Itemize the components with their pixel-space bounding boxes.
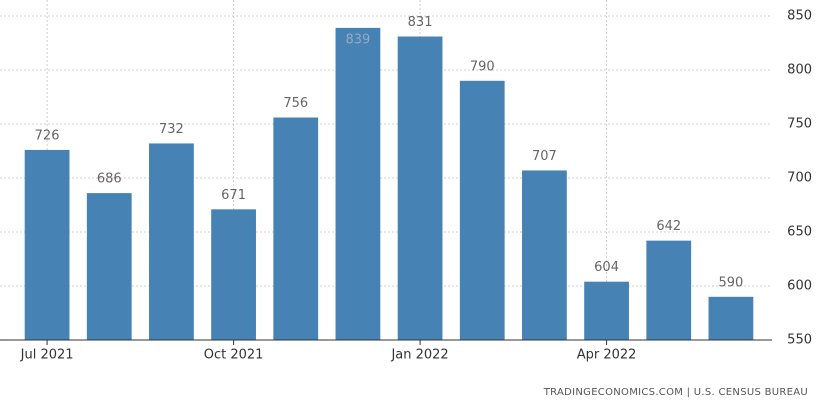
y-tick-label: 600 [787, 279, 812, 294]
bar [646, 240, 692, 340]
x-tick-label: Jan 2022 [390, 348, 448, 363]
x-tick-label: Jul 2021 [20, 348, 74, 363]
bar [273, 117, 319, 341]
y-tick-label: 700 [787, 171, 812, 186]
value-label: 671 [221, 188, 246, 203]
source: TRADINGECONOMICS.COM | U.S. CENSUS BUREA… [543, 387, 808, 398]
bar [708, 296, 754, 340]
bar [24, 149, 70, 340]
bar [584, 281, 629, 340]
y-tick-label: 650 [787, 225, 812, 240]
value-label: 732 [159, 122, 184, 137]
bar [397, 36, 443, 341]
value-label: 604 [594, 260, 619, 275]
value-label: 839 [346, 32, 371, 47]
value-label: 756 [283, 96, 308, 111]
value-label: 590 [719, 275, 744, 290]
value-label: 726 [35, 128, 60, 143]
bar [459, 80, 505, 341]
value-label: 790 [470, 59, 495, 74]
bar [335, 27, 381, 340]
bar [211, 209, 256, 340]
x-tick-label: Apr 2022 [577, 348, 637, 363]
value-label: 831 [408, 15, 433, 30]
x-tick-label: Oct 2021 [204, 348, 264, 363]
y-tick-label: 800 [787, 63, 812, 78]
bar [522, 170, 567, 340]
bar [149, 143, 194, 340]
y-tick-label: 850 [787, 9, 812, 24]
value-label: 686 [97, 172, 122, 187]
value-label: 642 [656, 219, 681, 234]
y-tick-label: 550 [787, 333, 812, 348]
value-label: 707 [532, 149, 557, 164]
y-tick-label: 750 [787, 117, 812, 132]
bar [86, 193, 132, 340]
